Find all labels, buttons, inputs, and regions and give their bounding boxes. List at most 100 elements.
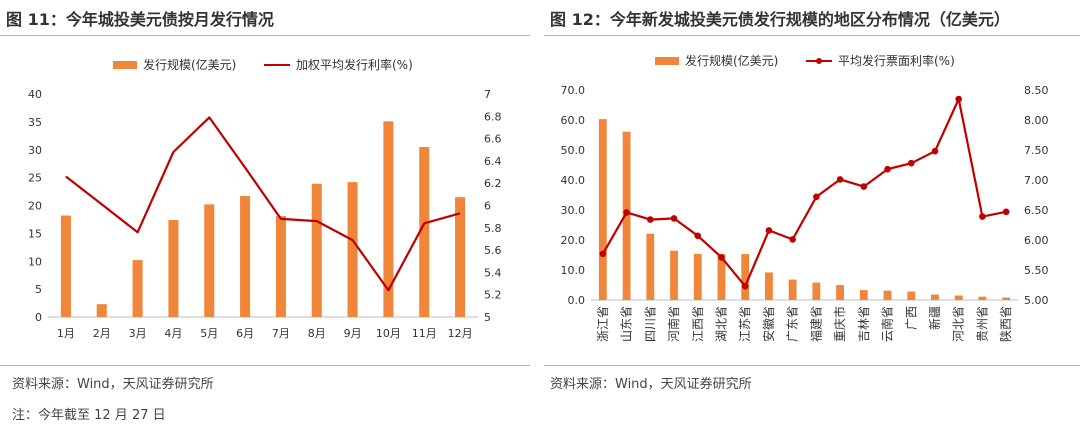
y-right-tick-label: 8.00 (1024, 114, 1049, 127)
x-tick-label: 重庆市 (832, 306, 847, 342)
bar (765, 272, 773, 300)
rate-point (955, 95, 962, 103)
bar (907, 291, 916, 300)
rate-point (860, 183, 868, 190)
y-right-tick-label: 6.6 (484, 133, 502, 146)
bar (693, 253, 702, 300)
rate-point (694, 232, 702, 240)
y-right-tick-label: 8.50 (1024, 84, 1049, 97)
bar (836, 285, 844, 300)
y-left-tick-label: 70.0 (561, 84, 586, 97)
x-tick-label: 5月 (200, 327, 218, 340)
x-tick-label: 四川省 (643, 306, 657, 342)
left-note-text: 注：今年截至 12 月 27 日 (12, 408, 166, 423)
right-source-text: 资料来源：Wind，天风证券研究所 (550, 377, 752, 392)
y-right-tick-label: 7.50 (1024, 144, 1049, 157)
y-right-tick-label: 6.8 (484, 110, 502, 123)
figure-11-title: 图 11：今年城投美元债按月发行情况 (6, 10, 274, 29)
y-left-tick-label: 5 (35, 283, 42, 296)
y-right-tick-label: 5.6 (484, 244, 502, 257)
x-tick-label: 10月 (376, 327, 401, 340)
x-tick-label: 广西 (904, 306, 918, 330)
left-source-text: 资料来源：Wind，天风证券研究所 (12, 377, 214, 392)
bar (717, 254, 726, 300)
bar (788, 279, 797, 300)
y-left-tick-label: 15 (28, 227, 42, 240)
y-left-tick-label: 10 (28, 255, 42, 268)
bar (132, 260, 143, 317)
left-figure-panel: 图 11：今年城投美元债按月发行情况 发行规模(亿美元) 加权平均发行利率(%) 0… (0, 0, 530, 434)
x-tick-label: 9月 (344, 327, 362, 340)
y-right-tick-label: 5.2 (484, 289, 502, 302)
y-left-tick-label: 40 (28, 88, 42, 101)
bar (275, 216, 286, 317)
y-right-tick-label: 6.4 (484, 155, 502, 168)
bar (455, 197, 466, 317)
bar (931, 294, 939, 300)
legend: 发行规模(亿美元) 加权平均发行利率(%) (113, 57, 413, 72)
rate-point (647, 216, 654, 223)
bar (883, 290, 892, 300)
rate-point (931, 147, 939, 155)
y-left-tick-label: 0.0 (568, 294, 586, 307)
legend-line-label: 加权平均发行利率(%) (296, 57, 413, 72)
rate-point (718, 254, 725, 261)
y-right-tick-label: 6.50 (1024, 204, 1049, 217)
x-tick-label: 福建省 (808, 306, 823, 342)
x-tick-label: 11月 (412, 327, 437, 340)
y-right-tick-label: 7.00 (1024, 174, 1049, 187)
y-right-tick-label: 5.4 (484, 266, 502, 279)
x-tick-label: 安徽省 (761, 306, 776, 342)
bar (859, 290, 868, 300)
rate-point (836, 176, 844, 183)
x-tick-label: 陕西省 (998, 306, 1013, 342)
x-tick-label: 湖北省 (713, 306, 728, 342)
x-tick-label: 7月 (272, 327, 290, 340)
bar (812, 282, 821, 300)
bar (240, 196, 251, 317)
monthly-issuance-chart: 发行规模(亿美元) 加权平均发行利率(%) 0 5 10 15 20 25 30 35 40 5 5.2… (28, 57, 502, 340)
y-left-tick-label: 30 (28, 144, 42, 157)
bar (622, 131, 631, 300)
y-left-tick-label: 10.0 (561, 264, 586, 277)
x-tick-label: 浙江省 (596, 306, 610, 342)
x-tick-label: 山东省 (620, 306, 634, 342)
x-tick-label: 贵州省 (975, 306, 989, 342)
x-tick-label: 河南省 (666, 306, 681, 342)
legend-line-label: 平均发行票面利率(%) (838, 53, 955, 68)
source-rule (544, 365, 1080, 366)
x-tick-label: 2月 (93, 327, 111, 340)
rate-point (884, 165, 891, 173)
right-figure-panel: 图 12：今年新发城投美元债发行规模的地区分布情况（亿美元） 发行规模(亿美元)… (544, 0, 1080, 434)
y-right-tick-label: 6.2 (484, 177, 502, 190)
bar (741, 254, 750, 300)
x-tick-label: 8月 (308, 327, 326, 340)
bar (60, 215, 71, 317)
title-rule (544, 35, 1080, 36)
bar (646, 233, 655, 300)
rate-point (741, 282, 749, 290)
bar (96, 304, 107, 317)
rate-point (979, 213, 986, 220)
legend-bar-label: 发行规模(亿美元) (685, 53, 778, 68)
rate-point (1002, 208, 1010, 216)
y-left-tick-label: 25 (28, 172, 42, 185)
bar (419, 146, 430, 317)
rate-line (65, 116, 461, 292)
legend-bar-label: 发行规模(亿美元) (143, 57, 236, 72)
y-right-tick-label: 5 (484, 311, 491, 324)
y-left-tick-label: 50.0 (561, 144, 586, 157)
bar (670, 250, 678, 300)
y-right-tick-label: 5.8 (484, 222, 502, 235)
x-tick-label: 新疆 (927, 306, 942, 330)
figure-12-title: 图 12：今年新发城投美元债发行规模的地区分布情况（亿美元） (550, 10, 1010, 29)
y-right-tick-label: 5.50 (1024, 264, 1049, 277)
y-left-tick-label: 0 (35, 311, 42, 324)
y-right-tick-label: 7 (484, 88, 491, 101)
rate-point (789, 236, 796, 243)
legend-bar-swatch (655, 57, 679, 65)
x-tick-label: 1月 (57, 327, 75, 340)
x-tick-label: 江西省 (691, 306, 705, 342)
rate-point (813, 193, 820, 201)
y-left-tick-label: 40.0 (561, 174, 586, 187)
